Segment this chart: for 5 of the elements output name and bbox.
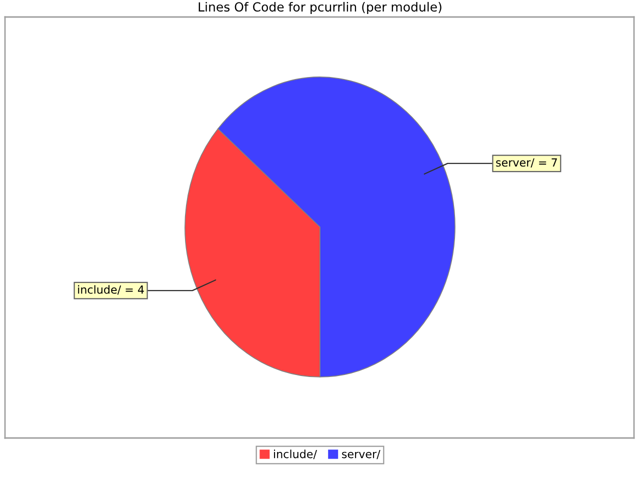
legend-label: include/ xyxy=(274,450,317,460)
data-label: server/ = 7 xyxy=(496,158,557,168)
data-label: include/ = 4 xyxy=(78,285,144,295)
chart-title: Lines Of Code for pcurrlin (per module) xyxy=(198,2,442,14)
legend-label: server/ xyxy=(342,450,380,460)
